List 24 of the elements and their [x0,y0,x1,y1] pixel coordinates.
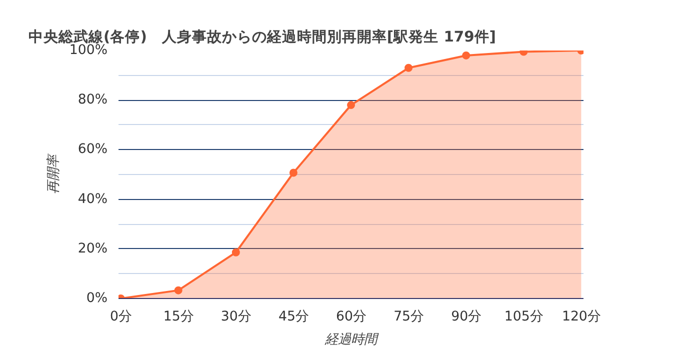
y-tick-label: 60% [78,142,108,158]
x-axis-title: 経過時間 [324,332,379,348]
y-tick-label: 0% [86,291,108,306]
point [404,64,413,72]
x-tick-label: 15分 [163,310,194,324]
y-tick-label: 20% [78,241,108,256]
point [232,248,240,256]
x-tick-label: 90分 [451,310,482,324]
point [462,51,470,60]
x-tick-label: 60分 [336,310,366,324]
x-tick-label: 30分 [220,310,251,324]
point [174,286,182,294]
x-tick-label: 75分 [394,310,424,324]
y-axis-title: 再開率 [45,153,62,194]
y-tick-label: 40% [78,192,108,207]
chart-title: 中央総武線(各停) 人身事故からの経過時間別再開率[駅発生 179件] [28,28,496,46]
x-tick-label: 105分 [504,310,543,324]
point [347,101,355,110]
y-tick-label: 100% [69,43,108,58]
x-tick-label: 0分 [110,310,132,324]
point [289,168,298,177]
x-tick-label: 45分 [278,310,308,324]
y-tick-label: 80% [78,92,108,108]
x-tick-label: 120分 [562,310,600,324]
